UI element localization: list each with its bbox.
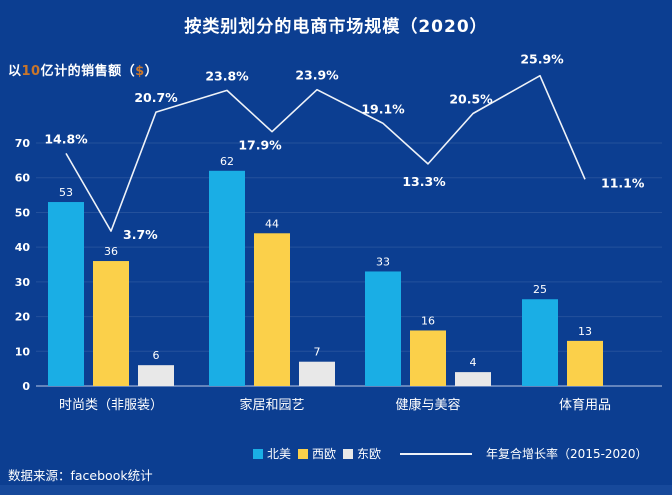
cagr-point-label: 23.8% [205,68,249,83]
bar-北美-健康与美容 [365,271,401,386]
cagr-point-label: 14.8% [44,131,88,146]
chart-legend: 北美 西欧 东欧 年复合增长率（2015-2020） [253,445,647,462]
bar-value-label: 53 [59,186,73,199]
category-label: 体育用品 [559,397,611,413]
bar-东欧-时尚类（非服装） [138,365,174,386]
legend-label: 北美 [267,447,292,461]
bar-西欧-健康与美容 [410,330,446,386]
category-label: 健康与美容 [395,397,460,413]
data-source-note: 数据来源：facebook统计 [8,468,153,483]
dollar-sign: $ [135,64,145,79]
bar-东欧-健康与美容 [455,372,491,386]
bar-value-label: 7 [314,346,321,359]
bar-西欧-时尚类（非服装） [93,261,129,386]
cagr-line [65,74,586,232]
y-axis-title-number: 10 [21,64,41,79]
y-tick-label: 70 [15,137,31,150]
bar-北美-时尚类（非服装） [48,202,84,386]
bottom-strip [0,485,672,495]
y-tick-label: 50 [15,206,31,219]
cagr-point-label: 17.9% [238,138,282,153]
legend-item-north-america: 北美 [253,445,291,462]
y-tick-label: 10 [15,345,31,358]
bar-value-label: 44 [265,217,279,230]
cagr-point-label: 13.3% [402,174,446,189]
cagr-point-label: 11.1% [601,175,645,190]
cagr-point-label: 23.9% [295,68,339,83]
bar-value-label: 4 [470,356,477,369]
legend-item-cagr-line: 年复合增长率（2015-2020） [388,445,647,462]
cagr-point-label: 20.5% [449,92,493,107]
legend-label: 年复合增长率（2015-2020） [486,447,648,461]
bar-value-label: 33 [376,255,390,268]
cagr-point-label: 19.1% [361,101,405,116]
line-sample-icon [400,452,473,455]
legend-item-east-europe: 东欧 [343,445,381,462]
legend-label: 东欧 [357,447,382,461]
y-axis-title: 以10亿计的销售额（$） [8,60,158,79]
y-tick-label: 60 [15,172,31,185]
legend-label: 西欧 [312,447,337,461]
chart-title: 按类别划分的电商市场规模（2020） [184,17,488,37]
north-america-swatch-icon [253,448,263,459]
cagr-point-label: 25.9% [520,52,564,67]
bar-西欧-家居和园艺 [254,233,290,386]
bar-value-label: 62 [220,155,234,168]
category-label: 家居和园艺 [239,397,304,413]
category-label: 时尚类（非服装） [59,398,163,413]
y-axis-title-part: 以 [8,64,22,79]
cagr-point-label: 20.7% [134,90,178,105]
bar-北美-体育用品 [522,299,558,386]
bar-value-label: 36 [104,245,118,258]
y-tick-label: 40 [15,241,31,254]
y-axis-title-part: 亿计的销售额（ [40,64,136,79]
cagr-point-label: 3.7% [123,227,158,242]
bar-value-label: 16 [421,314,435,327]
bar-value-label: 25 [533,283,547,296]
y-axis-title-part: ） [144,64,159,79]
y-tick-label: 0 [22,380,30,393]
east-europe-swatch-icon [343,448,354,459]
bar-北美-家居和园艺 [209,170,245,386]
bar-东欧-家居和园艺 [299,361,335,386]
legend-item-west-europe: 西欧 [298,445,336,462]
west-europe-swatch-icon [298,448,309,459]
y-tick-label: 20 [15,311,31,324]
y-tick-label: 30 [15,276,31,289]
bar-value-label: 13 [578,325,592,338]
bar-value-label: 6 [153,349,160,362]
bar-西欧-体育用品 [567,340,603,386]
